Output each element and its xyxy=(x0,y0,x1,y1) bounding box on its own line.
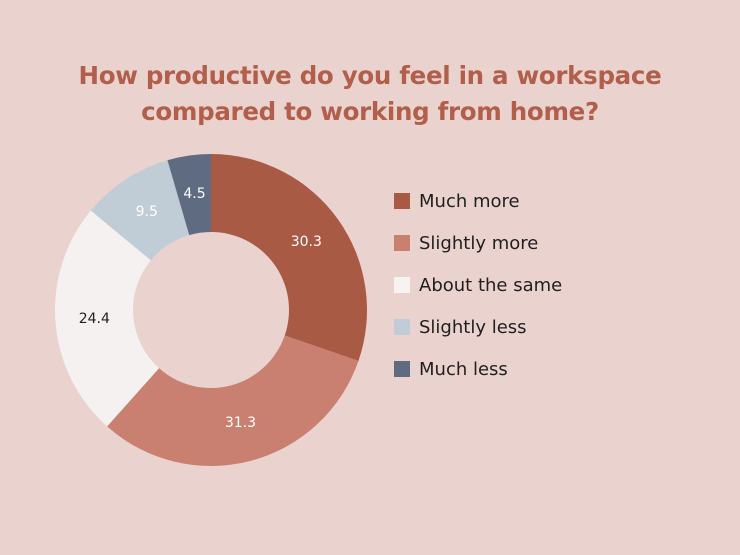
data-label-much-less: 4.5 xyxy=(183,186,205,202)
legend-swatch xyxy=(394,193,410,209)
legend-label: Slightly less xyxy=(419,316,527,338)
title-line-2: compared to working from home? xyxy=(141,97,599,126)
legend-swatch xyxy=(394,319,410,335)
legend-item: Slightly more xyxy=(394,222,562,264)
data-label-about-the-same: 24.4 xyxy=(79,311,110,327)
legend-item: Much less xyxy=(394,348,562,390)
legend-item: Much more xyxy=(394,180,562,222)
data-label-slightly-more: 31.3 xyxy=(225,415,256,431)
legend-swatch xyxy=(394,361,410,377)
legend-label: Much more xyxy=(419,190,520,212)
legend-swatch xyxy=(394,235,410,251)
data-label-slightly-less: 9.5 xyxy=(136,204,158,220)
data-label-much-more: 30.3 xyxy=(291,234,322,250)
legend: Much more Slightly more About the same Slig… xyxy=(394,180,562,390)
slice-much-more xyxy=(211,154,367,361)
legend-label: Much less xyxy=(419,358,508,380)
legend-item: About the same xyxy=(394,264,562,306)
slice-slightly-more xyxy=(107,335,359,466)
chart-title: How productive do you feel in a workspac… xyxy=(0,58,740,130)
legend-item: Slightly less xyxy=(394,306,562,348)
legend-swatch xyxy=(394,277,410,293)
slice-much-less xyxy=(167,154,211,236)
slice-slightly-less xyxy=(90,160,190,261)
title-line-1: How productive do you feel in a workspac… xyxy=(78,61,662,90)
legend-label: Slightly more xyxy=(419,232,539,254)
slice-about-the-same xyxy=(54,210,160,427)
legend-label: About the same xyxy=(419,274,563,296)
